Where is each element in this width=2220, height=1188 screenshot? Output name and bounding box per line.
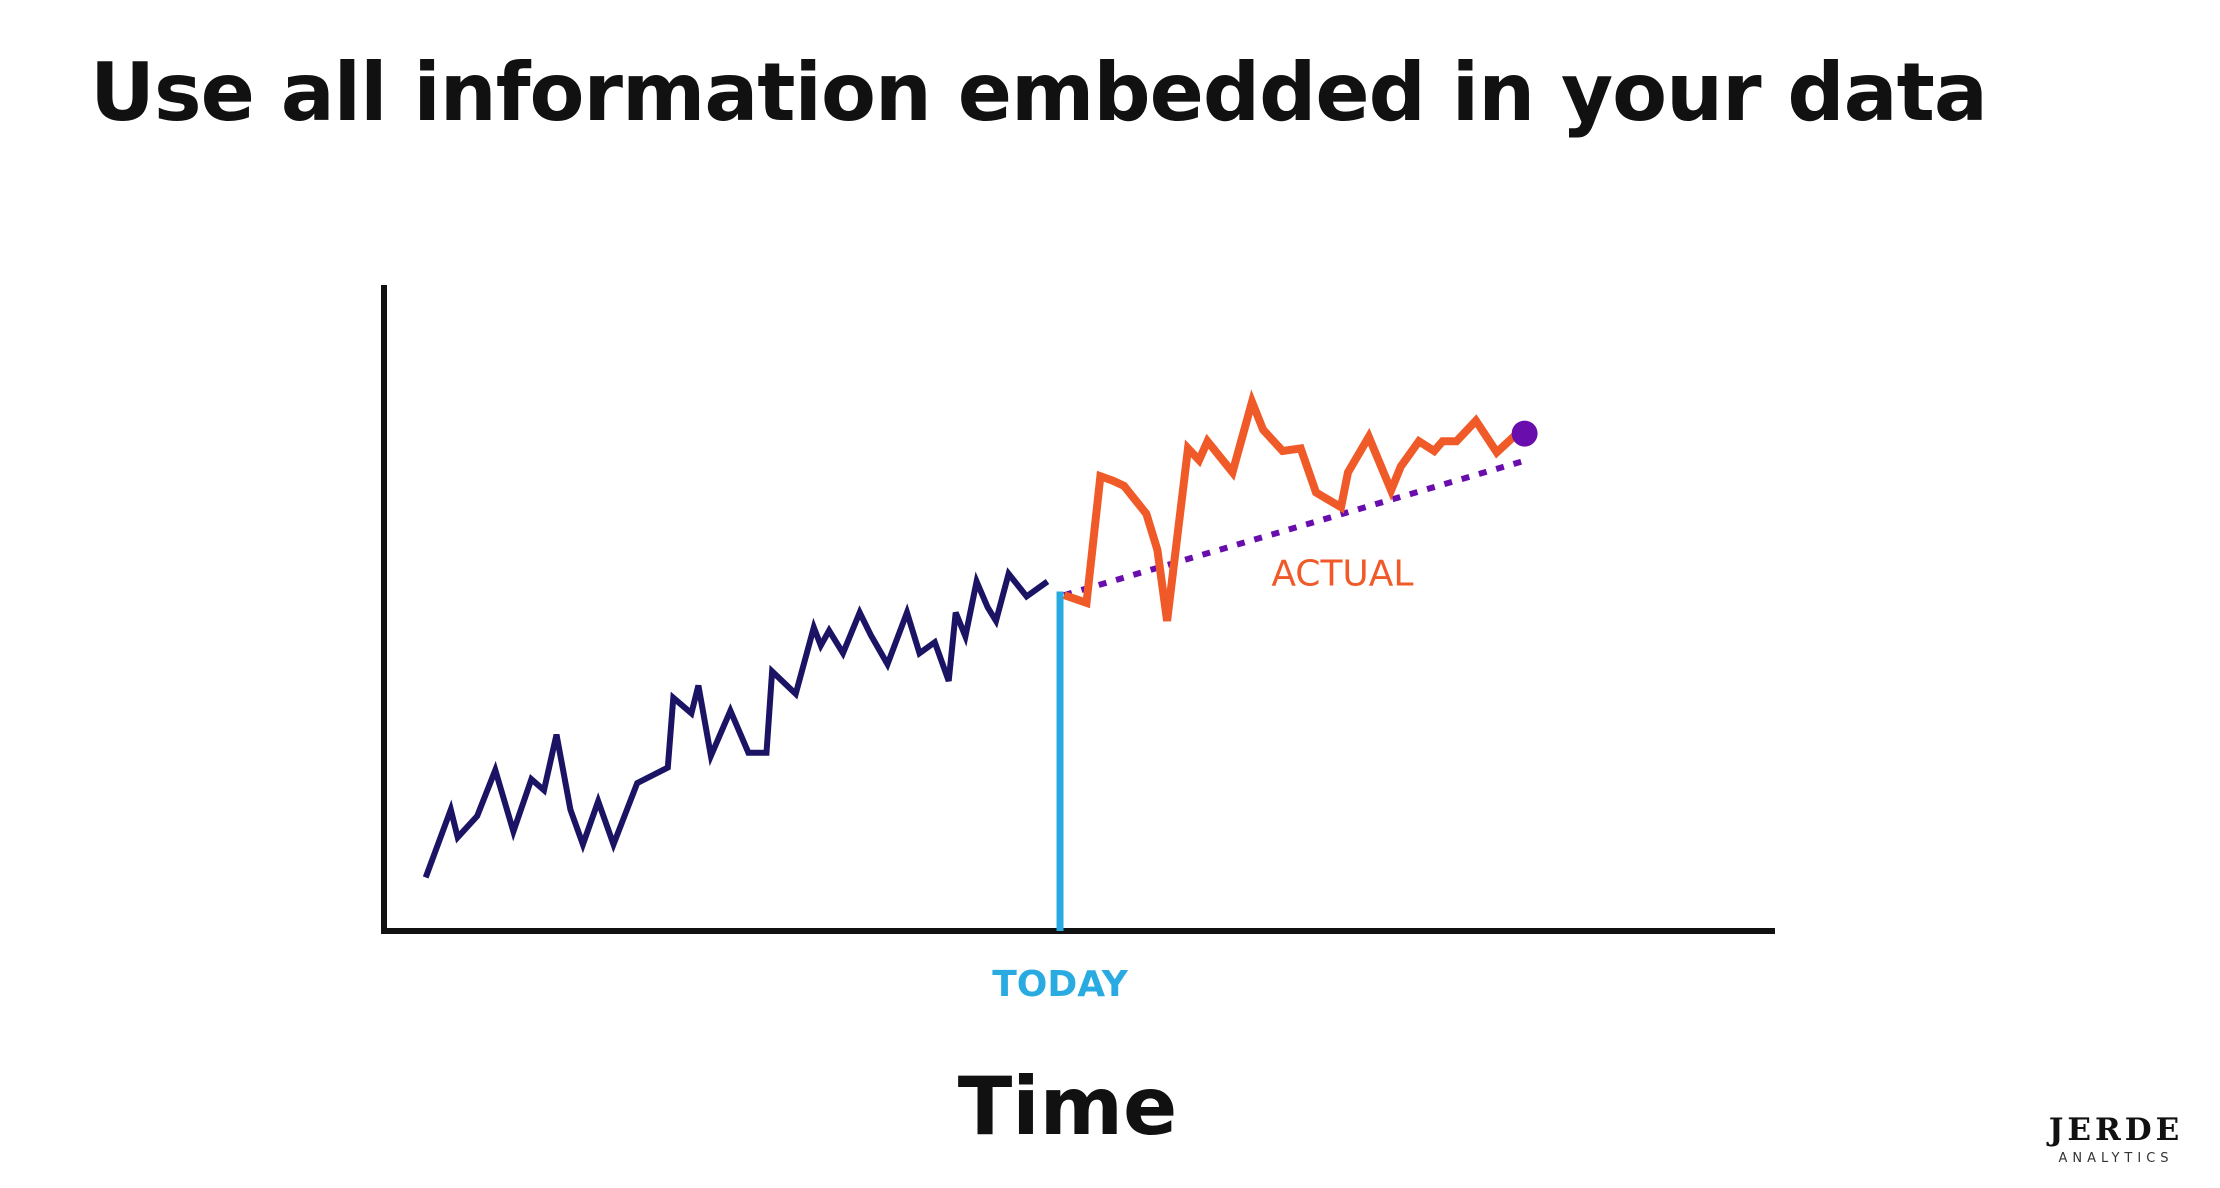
logo-name: JERDE [2048,1112,2184,1148]
history-series-line [422,567,1050,879]
actual-series-label: ACTUAL [1271,553,1413,594]
forecast-end-point [1511,420,1538,447]
today-label: TODAY [992,964,1128,1005]
forecast-series-line [1063,457,1526,598]
jerde-analytics-logo: JERDE ANALYTICS [2026,1112,2206,1166]
slide-title: Use all information embedded in your dat… [90,46,1988,139]
actual-series-line [1062,389,1526,622]
logo-subtitle: ANALYTICS [2058,1151,2174,1166]
x-axis-title: Time [957,1060,1178,1153]
